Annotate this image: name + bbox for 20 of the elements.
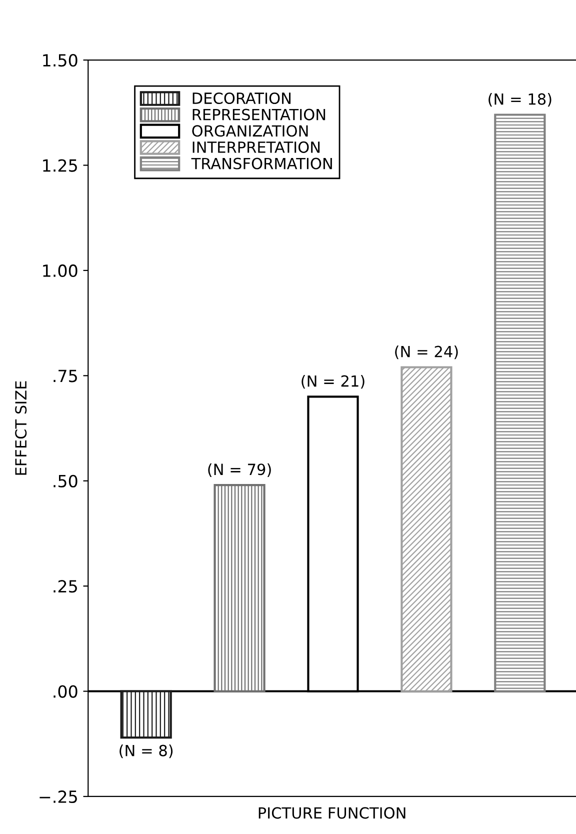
y-tick-label: 1.25 [43,159,77,172]
annotation: (N = 21) [302,374,364,389]
legend-label: DECORATION [192,92,290,104]
legend-label: REPRESENTATION [192,108,326,120]
annotation: (N = 8) [120,744,173,758]
annotation: (N = 18) [488,93,552,107]
y-tick-label: .50 [54,474,78,488]
annotation: (N = 79) [208,463,271,477]
annotation: (N = 24) [395,346,458,360]
legend-label: ORGANIZATION [192,125,308,137]
y-tick-label: 1.00 [43,264,78,278]
legend-label: INTERPRETATION [192,141,320,153]
y-axis-title: EFFECT SIZE [15,381,27,475]
y-tick-label: .75 [54,370,77,382]
y-tick-label: −.25 [40,790,77,804]
y-tick-label: 1.50 [43,54,78,67]
legend-label: TRANSFORMATION [191,158,332,170]
y-tick-label: .25 [54,580,77,593]
x-axis-title: PICTURE FUNCTION [258,807,406,819]
y-tick-label: .00 [54,685,78,698]
